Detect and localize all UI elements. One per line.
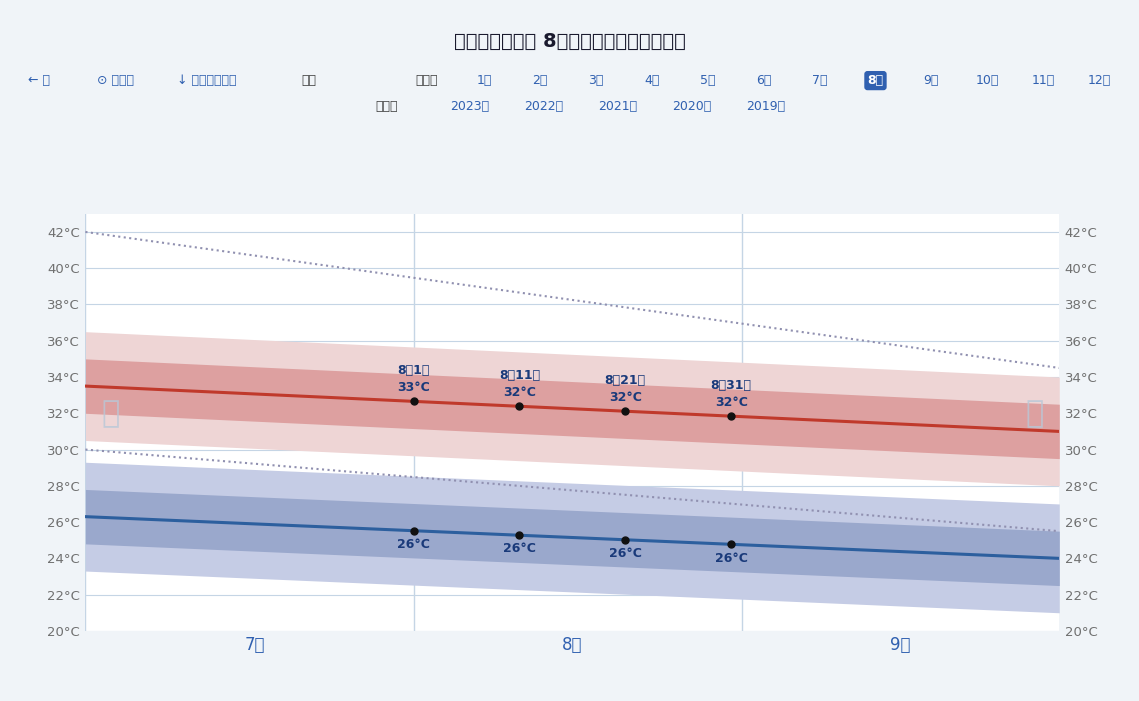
Text: 9月: 9月 <box>924 74 939 87</box>
Text: 8月21日
32°C: 8月21日 32°C <box>605 374 646 404</box>
Text: 8月1日
33°C: 8月1日 33°C <box>398 364 429 394</box>
Text: 6月: 6月 <box>756 74 771 87</box>
Text: 履歴：: 履歴： <box>376 100 399 113</box>
Text: 1月: 1月 <box>476 74 492 87</box>
Text: 2023年: 2023年 <box>450 100 489 113</box>
Text: 5月: 5月 <box>700 74 715 87</box>
Text: 26°C: 26°C <box>714 552 747 564</box>
Text: 2020年: 2020年 <box>672 100 711 113</box>
Text: 10月: 10月 <box>976 74 999 87</box>
Text: 8月31日
32°C: 8月31日 32°C <box>711 379 752 409</box>
Text: ← 夏: ← 夏 <box>28 74 50 87</box>
Text: 2022年: 2022年 <box>524 100 563 113</box>
Text: 12月: 12月 <box>1088 74 1111 87</box>
Text: 〈: 〈 <box>101 399 120 428</box>
Text: 2月: 2月 <box>532 74 548 87</box>
Text: ⊙ リンク: ⊙ リンク <box>97 74 133 87</box>
Text: 4月: 4月 <box>645 74 659 87</box>
Text: ハノイにおける 8月の平均最高・最低気温: ハノイにおける 8月の平均最高・最低気温 <box>453 32 686 50</box>
Text: 〉: 〉 <box>1025 399 1043 428</box>
Text: 2019年: 2019年 <box>746 100 785 113</box>
Text: 26°C: 26°C <box>398 538 431 551</box>
Text: 26°C: 26°C <box>609 547 641 560</box>
Text: 8月: 8月 <box>868 74 884 87</box>
Text: 比較: 比較 <box>302 74 317 87</box>
Text: 26°C: 26°C <box>503 543 535 555</box>
Text: 平均：: 平均： <box>416 74 439 87</box>
Text: 8月11日
32°C: 8月11日 32°C <box>499 369 540 399</box>
Text: 2021年: 2021年 <box>598 100 637 113</box>
Text: 7月: 7月 <box>812 74 827 87</box>
Text: 3月: 3月 <box>588 74 604 87</box>
Text: ↓ ダウンロード: ↓ ダウンロード <box>177 74 236 87</box>
Text: 11月: 11月 <box>1032 74 1055 87</box>
